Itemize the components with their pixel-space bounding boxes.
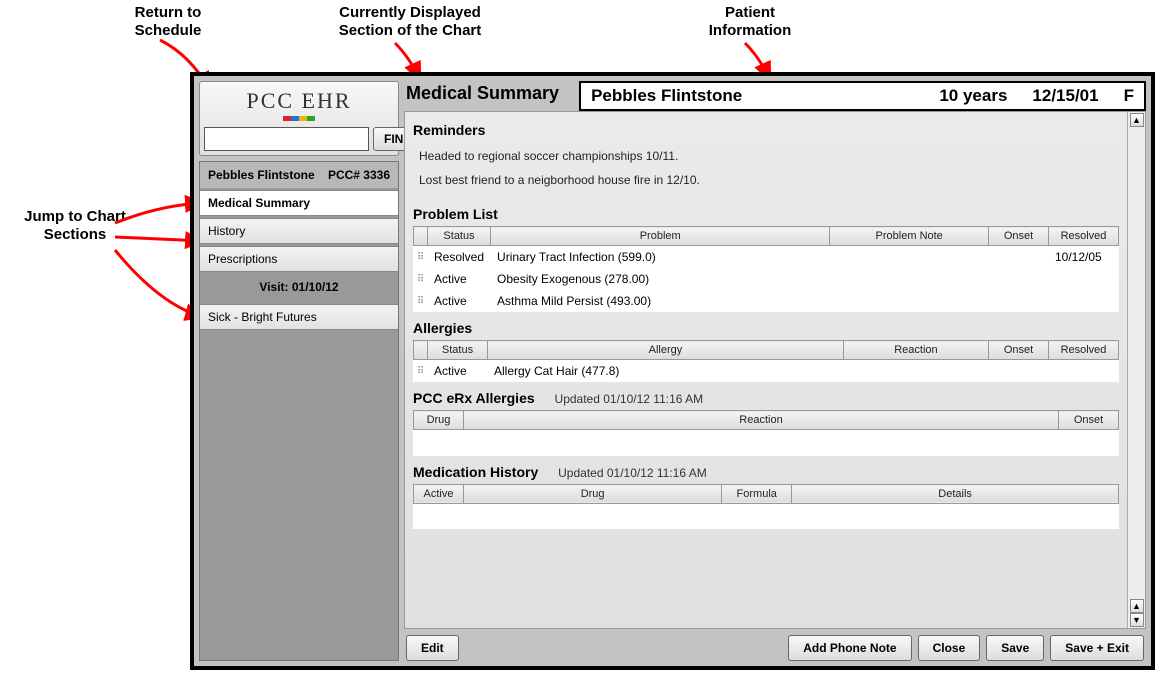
- scroll-up-small-icon[interactable]: ▲: [1130, 599, 1144, 613]
- erx-updated: Updated 01/10/12 11:16 AM: [555, 392, 704, 406]
- add-phone-note-button[interactable]: Add Phone Note: [788, 635, 911, 661]
- app-window: PCC EHR FIND Pebbles Flintstone PCC# 333…: [190, 72, 1155, 670]
- edit-button[interactable]: Edit: [406, 635, 459, 661]
- annotation-current-section: Currently DisplayedSection of the Chart: [310, 4, 510, 40]
- erx-allergies-table: Drug Reaction Onset: [413, 410, 1119, 456]
- nav-header: Pebbles Flintstone PCC# 3336: [200, 162, 398, 188]
- col-resolved[interactable]: Resolved: [1049, 227, 1119, 246]
- bottom-bar: Edit Add Phone Note Close Save Save + Ex…: [404, 629, 1146, 661]
- col-resolved[interactable]: Resolved: [1049, 341, 1119, 360]
- col-note[interactable]: Problem Note: [830, 227, 989, 246]
- table-row[interactable]: ⠿ Active Asthma Mild Persist (493.00): [414, 290, 1119, 312]
- col-drug[interactable]: Drug: [414, 411, 464, 430]
- drag-handle-icon[interactable]: ⠿: [414, 360, 428, 383]
- save-exit-button[interactable]: Save + Exit: [1050, 635, 1144, 661]
- table-row: [414, 503, 1119, 529]
- col-formula[interactable]: Formula: [722, 484, 792, 503]
- scroll-up-icon[interactable]: ▲: [1130, 113, 1144, 127]
- allergies-table: Status Allergy Reaction Onset Resolved ⠿…: [413, 340, 1119, 382]
- section-title: Medical Summary: [404, 81, 559, 110]
- patient-sex: F: [1124, 86, 1134, 106]
- reminder-line: Lost best friend to a neigborhood house …: [419, 168, 1113, 192]
- scroll-down-icon[interactable]: ▼: [1130, 613, 1144, 627]
- col-drug[interactable]: Drug: [464, 484, 722, 503]
- col-onset[interactable]: Onset: [1059, 411, 1119, 430]
- table-row[interactable]: ⠿ Active Allergy Cat Hair (477.8): [414, 360, 1119, 383]
- med-history-updated: Updated 01/10/12 11:16 AM: [558, 466, 707, 480]
- visit-label: Visit: 01/10/12: [200, 272, 398, 302]
- annotation-patient-info: PatientInformation: [680, 4, 820, 40]
- save-button[interactable]: Save: [986, 635, 1044, 661]
- main-area: Medical Summary Pebbles Flintstone 10 ye…: [404, 81, 1146, 661]
- logo-stripe: [204, 116, 394, 121]
- content-scroll: Reminders Headed to regional soccer cham…: [404, 111, 1146, 629]
- col-onset[interactable]: Onset: [989, 341, 1049, 360]
- med-history-table: Active Drug Formula Details: [413, 484, 1119, 530]
- nav-patient-id: PCC# 3336: [328, 168, 390, 182]
- med-history-title: Medication History Updated 01/10/12 11:1…: [413, 464, 1119, 480]
- nav-item-prescriptions[interactable]: Prescriptions: [200, 246, 398, 272]
- drag-handle-icon[interactable]: ⠿: [414, 246, 428, 269]
- nav-item-medical-summary[interactable]: Medical Summary: [200, 190, 398, 216]
- col-reaction[interactable]: Reaction: [464, 411, 1059, 430]
- col-drag: [414, 341, 428, 360]
- scrollbar[interactable]: ▲ ▲ ▼: [1127, 112, 1145, 628]
- nav-patient-name: Pebbles Flintstone: [208, 168, 315, 182]
- table-row[interactable]: ⠿ Resolved Urinary Tract Infection (599.…: [414, 246, 1119, 269]
- col-details[interactable]: Details: [792, 484, 1119, 503]
- patient-bar: Pebbles Flintstone 10 years 12/15/01 F: [579, 81, 1146, 111]
- annotation-return-schedule: Return toSchedule: [108, 4, 228, 40]
- patient-name: Pebbles Flintstone: [591, 86, 914, 106]
- nav-item-visit-sick[interactable]: Sick - Bright Futures: [200, 304, 398, 330]
- table-row[interactable]: ⠿ Active Obesity Exogenous (278.00): [414, 268, 1119, 290]
- col-allergy[interactable]: Allergy: [488, 341, 844, 360]
- erx-allergies-title: PCC eRx Allergies Updated 01/10/12 11:16…: [413, 390, 1119, 406]
- nav-item-history[interactable]: History: [200, 218, 398, 244]
- patient-dob: 12/15/01: [1032, 86, 1098, 106]
- nav-panel: Pebbles Flintstone PCC# 3336 Medical Sum…: [199, 161, 399, 661]
- logo-box[interactable]: PCC EHR FIND: [199, 81, 399, 156]
- problem-list-title: Problem List: [413, 206, 1119, 222]
- patient-age: 10 years: [939, 86, 1007, 106]
- close-button[interactable]: Close: [918, 635, 981, 661]
- col-status[interactable]: Status: [428, 341, 488, 360]
- reminder-line: Headed to regional soccer championships …: [419, 144, 1113, 168]
- col-reaction[interactable]: Reaction: [843, 341, 988, 360]
- table-row: [414, 430, 1119, 456]
- drag-handle-icon[interactable]: ⠿: [414, 268, 428, 290]
- sidebar: PCC EHR FIND Pebbles Flintstone PCC# 333…: [199, 81, 399, 661]
- problem-list-table: Status Problem Problem Note Onset Resolv…: [413, 226, 1119, 312]
- logo-text: PCC EHR: [204, 88, 394, 114]
- annotation-jump-sections: Jump to ChartSections: [5, 208, 145, 244]
- col-status[interactable]: Status: [428, 227, 491, 246]
- col-onset[interactable]: Onset: [989, 227, 1049, 246]
- drag-handle-icon[interactable]: ⠿: [414, 290, 428, 312]
- find-input[interactable]: [204, 127, 369, 151]
- allergies-title: Allergies: [413, 320, 1119, 336]
- reminders-title: Reminders: [413, 122, 1119, 138]
- col-active[interactable]: Active: [414, 484, 464, 503]
- col-problem[interactable]: Problem: [491, 227, 830, 246]
- reminders-box: Headed to regional soccer championships …: [413, 142, 1119, 202]
- col-drag: [414, 227, 428, 246]
